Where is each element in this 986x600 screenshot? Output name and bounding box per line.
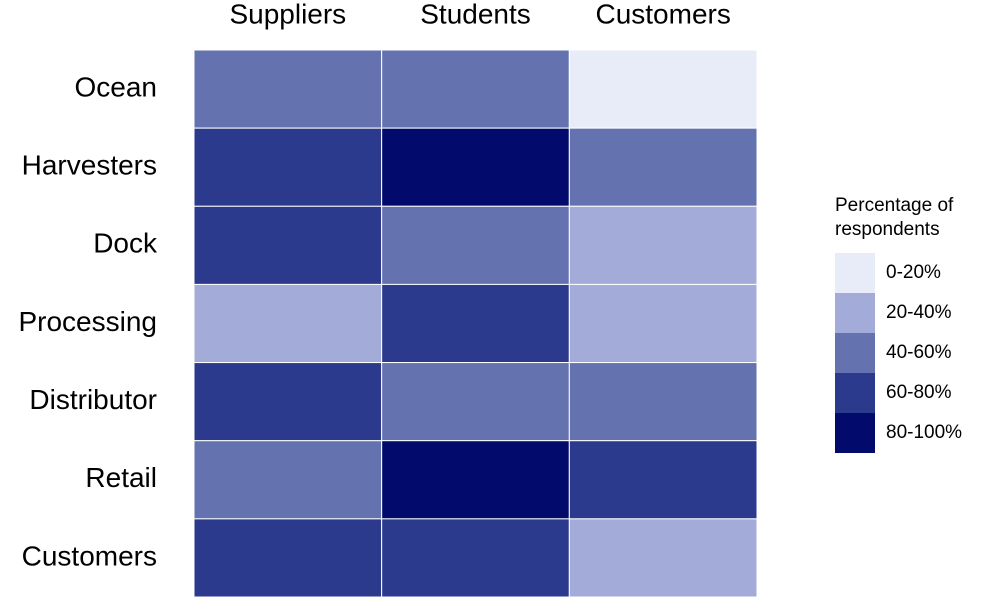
legend-swatch bbox=[835, 333, 875, 373]
legend-label: 0-20% bbox=[886, 262, 941, 283]
heatmap-cell bbox=[381, 127, 570, 207]
heatmap-cell bbox=[568, 283, 758, 364]
row-label: Customers bbox=[22, 540, 157, 571]
row-label: Processing bbox=[18, 306, 157, 337]
heatmap-cell bbox=[193, 518, 383, 598]
heatmap-cell bbox=[193, 127, 383, 207]
legend-label: 80-100% bbox=[886, 422, 962, 443]
row-label: Distributor bbox=[29, 384, 157, 415]
heatmap-cell bbox=[381, 283, 570, 364]
heatmap-cell bbox=[193, 440, 383, 520]
heatmap-cell bbox=[568, 518, 758, 598]
legend-label: 20-40% bbox=[886, 302, 952, 323]
heatmap-cell bbox=[568, 205, 758, 285]
row-label: Ocean bbox=[75, 71, 158, 102]
row-label: Retail bbox=[85, 462, 157, 493]
heatmap-cell bbox=[568, 362, 758, 442]
legend-title: Percentage of bbox=[835, 195, 954, 216]
heatmap-cell bbox=[381, 440, 570, 520]
column-label: Customers bbox=[595, 0, 730, 29]
heatmap-cell bbox=[568, 440, 758, 520]
legend-title: respondents bbox=[835, 219, 940, 240]
column-label: Students bbox=[420, 0, 531, 29]
heatmap-cell bbox=[193, 49, 383, 129]
column-label: Suppliers bbox=[229, 0, 346, 29]
heatmap-cell bbox=[193, 362, 383, 442]
heatmap-cell bbox=[193, 283, 383, 364]
heatmap-cell bbox=[568, 127, 758, 207]
legend-label: 40-60% bbox=[886, 342, 952, 363]
heatmap-cell bbox=[193, 205, 383, 285]
legend-label: 60-80% bbox=[886, 382, 952, 403]
row-label: Harvesters bbox=[22, 150, 157, 181]
heatmap-cell bbox=[381, 362, 570, 442]
legend-swatch bbox=[835, 373, 875, 413]
heatmap-cell bbox=[381, 49, 570, 129]
legend-swatch bbox=[835, 413, 875, 453]
row-label: Dock bbox=[93, 228, 158, 259]
legend-swatch bbox=[835, 293, 875, 333]
heatmap-cell bbox=[568, 49, 758, 129]
legend-swatch bbox=[835, 253, 875, 293]
heatmap-cell bbox=[381, 205, 570, 285]
heatmap-cell bbox=[381, 518, 570, 598]
